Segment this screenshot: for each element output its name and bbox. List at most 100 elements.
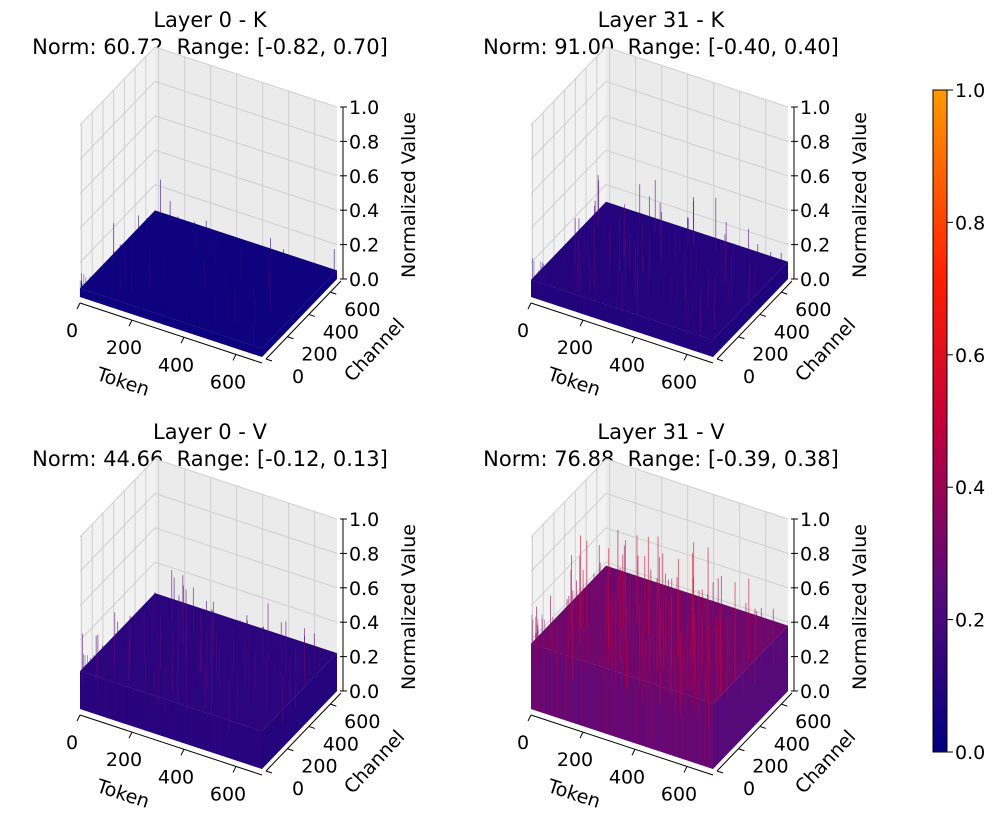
tick-mark — [683, 766, 688, 773]
z-axis-label: Normalized Value — [398, 112, 420, 278]
gridline — [79, 184, 338, 263]
tick-label: 0.8 — [349, 543, 379, 565]
tick-mark — [265, 770, 273, 774]
tick-label: 200 — [106, 749, 142, 771]
tick-label: 0 — [743, 778, 755, 800]
data-spikes — [531, 529, 782, 769]
tick-label: 1.0 — [955, 80, 985, 102]
tick-mark — [527, 714, 532, 722]
tick-label: 0.8 — [800, 543, 830, 565]
tick-label: 200 — [557, 337, 593, 359]
gridline — [530, 115, 789, 195]
tick-mark — [631, 337, 636, 344]
tick-mark — [759, 725, 767, 729]
tick-label: 400 — [609, 766, 645, 788]
tick-label: 0.4 — [349, 200, 379, 222]
chart-title: Layer 0 - K — [153, 8, 268, 32]
gridline — [79, 561, 338, 641]
tick-mark — [287, 336, 294, 340]
z-axis-label: Normalized Value — [398, 524, 420, 690]
channel-axis-line — [265, 692, 342, 772]
tick-label: 200 — [106, 337, 142, 359]
tick-label: 0 — [292, 778, 304, 800]
tick-mark — [579, 731, 584, 739]
tick-label: 0.2 — [349, 235, 379, 257]
tick-label: 600 — [795, 299, 831, 321]
gridline — [530, 46, 789, 126]
gridline — [79, 46, 338, 126]
tick-label: 400 — [158, 354, 194, 376]
channel-axis-line — [716, 280, 793, 360]
chart-title: Layer 31 - V — [597, 420, 725, 444]
gridline — [530, 492, 789, 572]
z-ticks: 0.0 0.2 0.4 0.6 0.8 1.0 — [340, 97, 379, 291]
tick-label: 0.0 — [349, 269, 379, 291]
tick-label: 0.6 — [800, 578, 830, 600]
tick-label: 1.0 — [800, 97, 830, 119]
x-axis-label: Token — [93, 775, 152, 813]
token-ticks: 0 200 400 600 — [66, 302, 246, 393]
gridline — [79, 80, 338, 160]
tick-label: 0.0 — [349, 681, 379, 703]
colorbar: 0.0 0.2 0.4 0.6 0.8 1.0 — [932, 80, 985, 764]
tick-label: 0 — [517, 320, 529, 342]
chart-title: Layer 0 - V — [153, 420, 268, 444]
colorbar-gradient — [932, 89, 948, 753]
token-ticks: 0 200 400 600 — [517, 302, 697, 393]
tick-label: 0.4 — [349, 612, 379, 634]
tick-mark — [330, 291, 337, 295]
gridline — [79, 492, 338, 572]
axes — [79, 519, 344, 776]
tick-label: 0 — [292, 366, 304, 388]
tick-label: 0.6 — [349, 578, 379, 600]
tick-mark — [716, 770, 724, 774]
tick-label: 0.6 — [349, 166, 379, 188]
tick-label: 400 — [323, 321, 359, 343]
tick-mark — [76, 714, 81, 722]
z-axis-label: Normalized Value — [849, 524, 871, 690]
tick-label: 0.2 — [800, 235, 830, 257]
tick-label: 200 — [301, 756, 337, 778]
tick-label: 400 — [774, 733, 810, 755]
tick-mark — [759, 313, 767, 317]
axes — [530, 519, 795, 776]
surface-side-face — [713, 261, 788, 357]
panel-layer31-v: Layer 31 - V Norm: 76.88, Range: [-0.39,… — [483, 420, 871, 813]
tick-mark — [781, 703, 788, 707]
axes — [530, 107, 795, 364]
tick-mark — [308, 725, 316, 729]
token-ticks: 0 200 400 600 — [517, 714, 697, 805]
gridline — [530, 80, 789, 160]
data-spikes — [81, 570, 317, 769]
tick-mark — [308, 313, 316, 317]
tick-mark — [683, 354, 688, 361]
x-axis-label: Token — [544, 363, 603, 401]
token-axis-line — [530, 302, 714, 364]
tick-label: 600 — [795, 711, 831, 733]
tick-label: 0 — [66, 732, 78, 754]
tick-mark — [330, 703, 337, 707]
tick-mark — [232, 354, 237, 361]
token-axis-line — [79, 302, 263, 364]
tick-mark — [738, 748, 745, 752]
tick-label: 600 — [344, 711, 380, 733]
tick-label: 0 — [66, 320, 78, 342]
z-ticks: 0.0 0.2 0.4 0.6 0.8 1.0 — [791, 509, 830, 703]
tick-label: 0.8 — [800, 131, 830, 153]
surface-top-face — [531, 201, 788, 340]
tick-label: 0.2 — [955, 610, 985, 632]
tick-label: 0.2 — [800, 647, 830, 669]
tick-label: 1.0 — [800, 509, 830, 531]
tick-label: 0.4 — [800, 612, 830, 634]
surface-front-face — [80, 288, 262, 357]
z-ticks: 0.0 0.2 0.4 0.6 0.8 1.0 — [340, 509, 379, 703]
gridline — [530, 561, 789, 641]
gridline — [530, 458, 789, 538]
gridline — [79, 458, 338, 538]
surface-top-face — [80, 210, 337, 349]
